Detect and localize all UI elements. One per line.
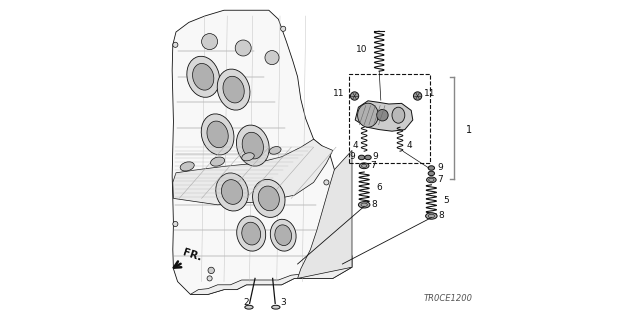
Circle shape <box>376 109 388 121</box>
Text: 4: 4 <box>352 141 358 150</box>
Text: 10: 10 <box>356 45 367 54</box>
Text: 4: 4 <box>406 141 412 150</box>
Circle shape <box>265 51 279 65</box>
Ellipse shape <box>365 155 371 160</box>
Ellipse shape <box>358 103 378 127</box>
Bar <box>349 74 430 163</box>
Circle shape <box>173 42 178 47</box>
Ellipse shape <box>216 173 248 211</box>
Text: 11: 11 <box>333 89 344 98</box>
Circle shape <box>280 26 285 31</box>
Circle shape <box>208 267 214 274</box>
Circle shape <box>324 180 329 185</box>
Ellipse shape <box>426 213 437 219</box>
Ellipse shape <box>428 166 435 170</box>
Text: TR0CE1200: TR0CE1200 <box>424 294 472 303</box>
Circle shape <box>413 92 422 100</box>
Ellipse shape <box>358 155 365 160</box>
Polygon shape <box>298 150 352 278</box>
Text: 3: 3 <box>280 298 286 307</box>
Ellipse shape <box>358 202 370 208</box>
Ellipse shape <box>253 180 285 217</box>
Ellipse shape <box>359 163 369 169</box>
Ellipse shape <box>275 225 292 245</box>
Circle shape <box>351 92 359 100</box>
Text: 6: 6 <box>376 183 382 192</box>
Text: 8: 8 <box>371 200 377 209</box>
Ellipse shape <box>193 63 214 90</box>
Ellipse shape <box>427 177 436 183</box>
Text: 11: 11 <box>424 89 435 98</box>
Ellipse shape <box>236 125 269 166</box>
Ellipse shape <box>428 171 435 176</box>
Ellipse shape <box>259 186 279 211</box>
Ellipse shape <box>242 153 254 161</box>
Ellipse shape <box>187 56 220 97</box>
Ellipse shape <box>272 305 280 309</box>
Text: 2: 2 <box>243 298 248 307</box>
Ellipse shape <box>270 219 296 251</box>
Ellipse shape <box>217 69 250 110</box>
Circle shape <box>202 34 218 50</box>
Ellipse shape <box>237 216 266 251</box>
Ellipse shape <box>269 147 281 154</box>
Polygon shape <box>172 10 352 294</box>
Ellipse shape <box>221 180 243 204</box>
Circle shape <box>173 221 178 227</box>
Text: 7: 7 <box>370 161 376 170</box>
Text: 1: 1 <box>466 124 472 135</box>
Polygon shape <box>173 139 333 205</box>
Polygon shape <box>191 267 352 294</box>
Ellipse shape <box>201 114 234 155</box>
Text: 7: 7 <box>437 175 443 184</box>
Ellipse shape <box>242 132 264 159</box>
Text: 8: 8 <box>438 212 444 220</box>
Text: 9: 9 <box>349 152 355 161</box>
Ellipse shape <box>244 305 253 309</box>
Polygon shape <box>355 101 413 131</box>
Ellipse shape <box>392 107 404 123</box>
Circle shape <box>236 40 252 56</box>
Circle shape <box>207 276 212 281</box>
Ellipse shape <box>180 162 195 171</box>
Text: FR.: FR. <box>182 248 204 263</box>
Text: 5: 5 <box>444 196 449 204</box>
Ellipse shape <box>242 222 260 245</box>
Text: 9: 9 <box>437 163 443 172</box>
Text: 9: 9 <box>372 152 378 161</box>
Ellipse shape <box>207 121 228 148</box>
Ellipse shape <box>211 157 225 166</box>
Ellipse shape <box>223 76 244 103</box>
